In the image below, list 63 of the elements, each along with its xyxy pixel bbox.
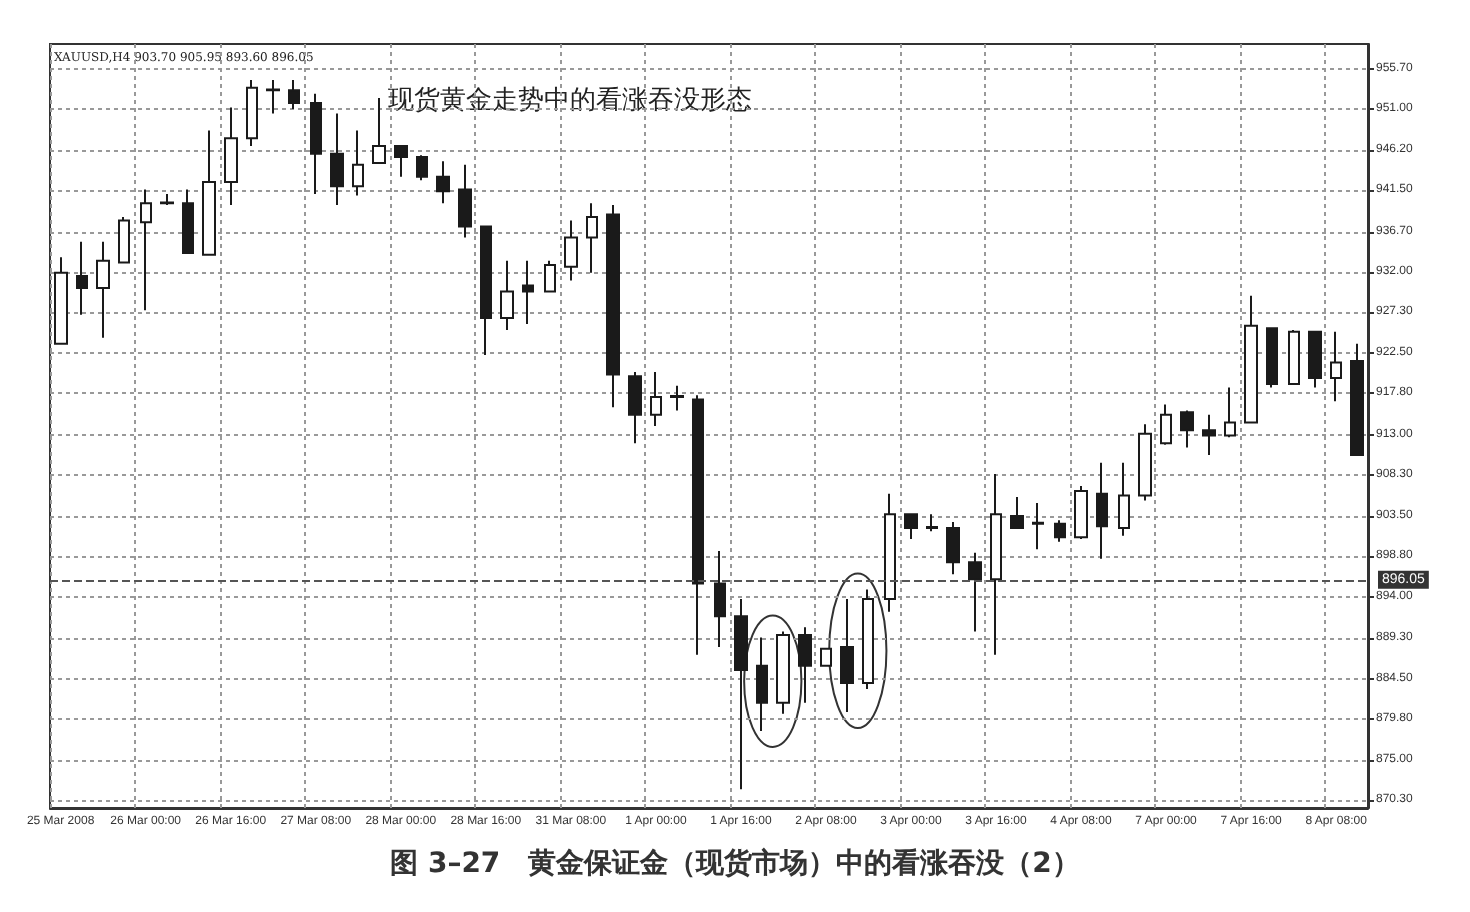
- candlestick: [628, 371, 642, 445]
- candlestick: [1180, 409, 1194, 449]
- candlestick: [714, 550, 726, 648]
- candlestick: [734, 598, 748, 791]
- candlestick: [1288, 329, 1300, 386]
- candlestick: [54, 256, 68, 345]
- candlestick: [884, 492, 896, 613]
- candlestick: [480, 225, 492, 356]
- candlestick: [1330, 330, 1342, 403]
- candlestick: [246, 78, 258, 147]
- candlestick: [118, 216, 130, 264]
- candlestick: [756, 636, 768, 732]
- candlestick: [820, 647, 832, 667]
- candlestick: [1308, 330, 1322, 389]
- candlestick: [288, 78, 300, 111]
- candlestick: [946, 520, 960, 576]
- candlestick: [926, 513, 938, 533]
- candlestick: [330, 112, 344, 207]
- candlestick: [140, 188, 152, 312]
- candlestick: [372, 96, 386, 165]
- candlestick: [352, 129, 364, 197]
- candlestick: [416, 154, 428, 182]
- candlestick: [776, 630, 790, 715]
- candlestick: [1350, 342, 1364, 457]
- candlestick: [266, 78, 280, 115]
- candlestick: [1202, 413, 1216, 457]
- candlestick: [310, 92, 322, 195]
- candlestick: [990, 472, 1002, 656]
- candlestick: [202, 129, 216, 256]
- candlestick: [394, 144, 408, 178]
- candlestick: [1138, 423, 1152, 502]
- candlestick: [1074, 484, 1088, 541]
- candlestick: [968, 551, 982, 633]
- candlestick: [798, 626, 812, 704]
- candlestick: [650, 371, 662, 427]
- candlestick: [564, 219, 578, 282]
- text: 图 3–27 黄金保证金（现货市场）中的看涨吞没（2）: [390, 846, 1080, 880]
- candlestick: [224, 106, 238, 207]
- candlestick: [1118, 461, 1130, 537]
- candlestick: [500, 259, 514, 332]
- candlestick: [840, 598, 854, 714]
- candlestick: [436, 160, 450, 205]
- candlestick: [862, 588, 874, 690]
- candlestick: [1096, 461, 1108, 560]
- candlestick: [1032, 502, 1044, 551]
- candlestick: [692, 394, 704, 656]
- candlestick: [76, 240, 88, 316]
- candlestick: [670, 384, 684, 412]
- candlestick: [1010, 496, 1024, 529]
- candlestick: [160, 192, 174, 207]
- candlestick: [182, 188, 194, 254]
- candlestick: [458, 163, 472, 239]
- candlestick: [522, 259, 534, 326]
- candlestick: [1160, 403, 1172, 446]
- candlestick: [1266, 327, 1278, 389]
- candlestick: [1224, 386, 1236, 439]
- candlestick: [1244, 294, 1258, 424]
- candlestick: [544, 259, 556, 293]
- candlestick: [904, 513, 918, 541]
- candlestick: [1054, 519, 1066, 543]
- candlestick: [606, 204, 620, 409]
- candlestick: [586, 202, 598, 274]
- candlestick: [96, 240, 110, 339]
